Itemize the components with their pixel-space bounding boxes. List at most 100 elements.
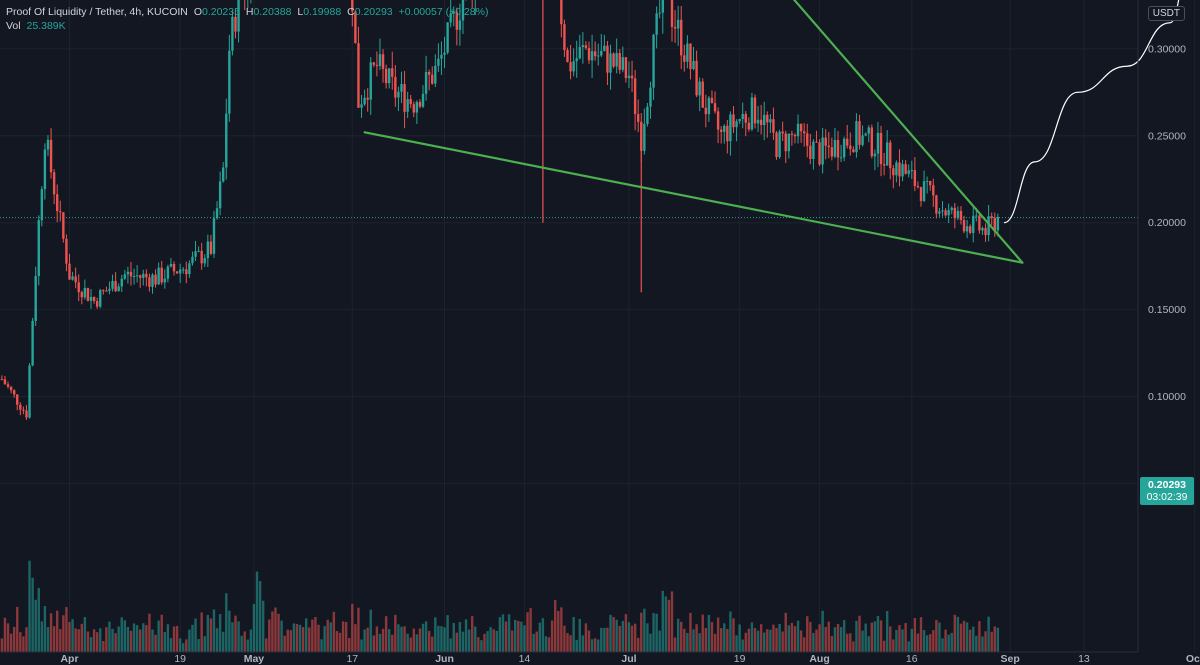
candle-body <box>910 170 913 172</box>
volume-bar <box>412 628 415 652</box>
volume-bar <box>643 608 646 652</box>
volume-bar <box>314 616 317 652</box>
volume-bar <box>839 627 843 652</box>
chart-grid <box>0 0 1196 652</box>
candle-body <box>759 119 763 126</box>
volume-bar <box>452 622 455 652</box>
candle-body <box>375 64 379 67</box>
candle-body <box>372 62 376 65</box>
volume-bar <box>123 620 127 652</box>
candle-body <box>25 410 28 418</box>
candle-body <box>781 131 784 134</box>
candle-body <box>932 185 935 196</box>
candle-body <box>723 125 726 132</box>
volume-bar <box>898 625 901 652</box>
candle-body <box>876 132 880 154</box>
volume-bar <box>348 637 351 652</box>
candle-body <box>968 226 972 233</box>
candle-body <box>228 50 231 114</box>
volume-bar <box>827 621 830 652</box>
candle-body <box>683 55 686 62</box>
volume-bar <box>292 623 296 652</box>
candle-body <box>913 170 917 186</box>
candle-body <box>203 258 206 264</box>
volume-bar <box>784 612 787 652</box>
candle-body <box>160 267 163 283</box>
candle-body <box>769 119 772 123</box>
volume-bar <box>403 626 406 652</box>
candle-body <box>993 217 996 231</box>
low-label: L <box>297 6 304 18</box>
volume-bar <box>680 621 683 652</box>
candle-body <box>935 195 938 214</box>
volume-bar <box>200 612 203 652</box>
volume-bar <box>455 632 459 652</box>
volume-bar <box>92 629 96 652</box>
volume-bar <box>744 632 747 652</box>
volume-bar <box>670 591 674 652</box>
candle-body <box>440 54 443 59</box>
candle-body <box>698 81 701 96</box>
volume-bar <box>185 639 188 652</box>
volume-bar <box>535 631 538 652</box>
candle-body <box>163 278 166 283</box>
candle-body <box>578 47 581 59</box>
candle-body <box>809 145 812 159</box>
change-value: +0.00057 (+0.28%) <box>398 6 489 18</box>
candle-body <box>766 114 769 123</box>
candle-body <box>676 19 680 29</box>
volume-bar <box>62 615 65 652</box>
candle-body <box>919 187 923 201</box>
close-value: 0.20293 <box>354 6 393 18</box>
volume-bar <box>867 636 870 652</box>
volume-bar <box>65 607 68 652</box>
volume-bar <box>953 614 957 652</box>
candle-body <box>978 215 981 231</box>
x-tick-label: Aug <box>809 653 829 665</box>
volume-bar <box>633 623 637 652</box>
candle-body <box>89 296 93 301</box>
currency-unit-button[interactable]: USDT <box>1147 6 1185 21</box>
volume-bar <box>747 628 751 652</box>
volume-bar <box>265 638 268 652</box>
volume-bar <box>148 613 151 652</box>
volume-bar <box>612 617 615 652</box>
volume-bar <box>673 637 677 652</box>
candle-body <box>990 216 993 218</box>
volume-bar <box>381 628 385 652</box>
volume-bar <box>169 638 173 652</box>
volume-bar <box>719 628 723 652</box>
high-label: H <box>245 6 254 18</box>
volume-bar <box>166 624 170 652</box>
volume-bar <box>323 626 326 652</box>
high-value: 0.20388 <box>253 6 292 18</box>
volume-bar <box>566 633 569 652</box>
candle-body <box>901 164 904 177</box>
low-value: 0.19988 <box>303 6 342 18</box>
candle-body <box>627 75 631 79</box>
candle-body <box>120 278 123 287</box>
candle-body <box>818 142 821 165</box>
volume-bar <box>409 637 412 652</box>
candle-body <box>852 149 855 153</box>
x-tick-label: Apr <box>60 653 78 665</box>
candle-body <box>431 74 434 84</box>
candle-body <box>129 271 133 277</box>
drawings[interactable] <box>266 0 1194 264</box>
candle-body <box>603 45 606 51</box>
volume-bar <box>514 619 517 652</box>
candle-body <box>584 45 588 49</box>
volume-bar <box>772 624 775 652</box>
candle-body <box>941 210 944 212</box>
volume-bar <box>458 622 462 652</box>
candle-body <box>16 394 19 405</box>
volume-bar <box>31 577 34 652</box>
volume-bar <box>787 625 791 652</box>
candle-body <box>947 209 950 216</box>
candle-body <box>218 181 222 209</box>
candle-body <box>34 275 37 321</box>
candle-body <box>830 147 834 157</box>
y-tick-label: 0.20000 <box>1148 217 1186 229</box>
volume-bar <box>658 630 661 652</box>
